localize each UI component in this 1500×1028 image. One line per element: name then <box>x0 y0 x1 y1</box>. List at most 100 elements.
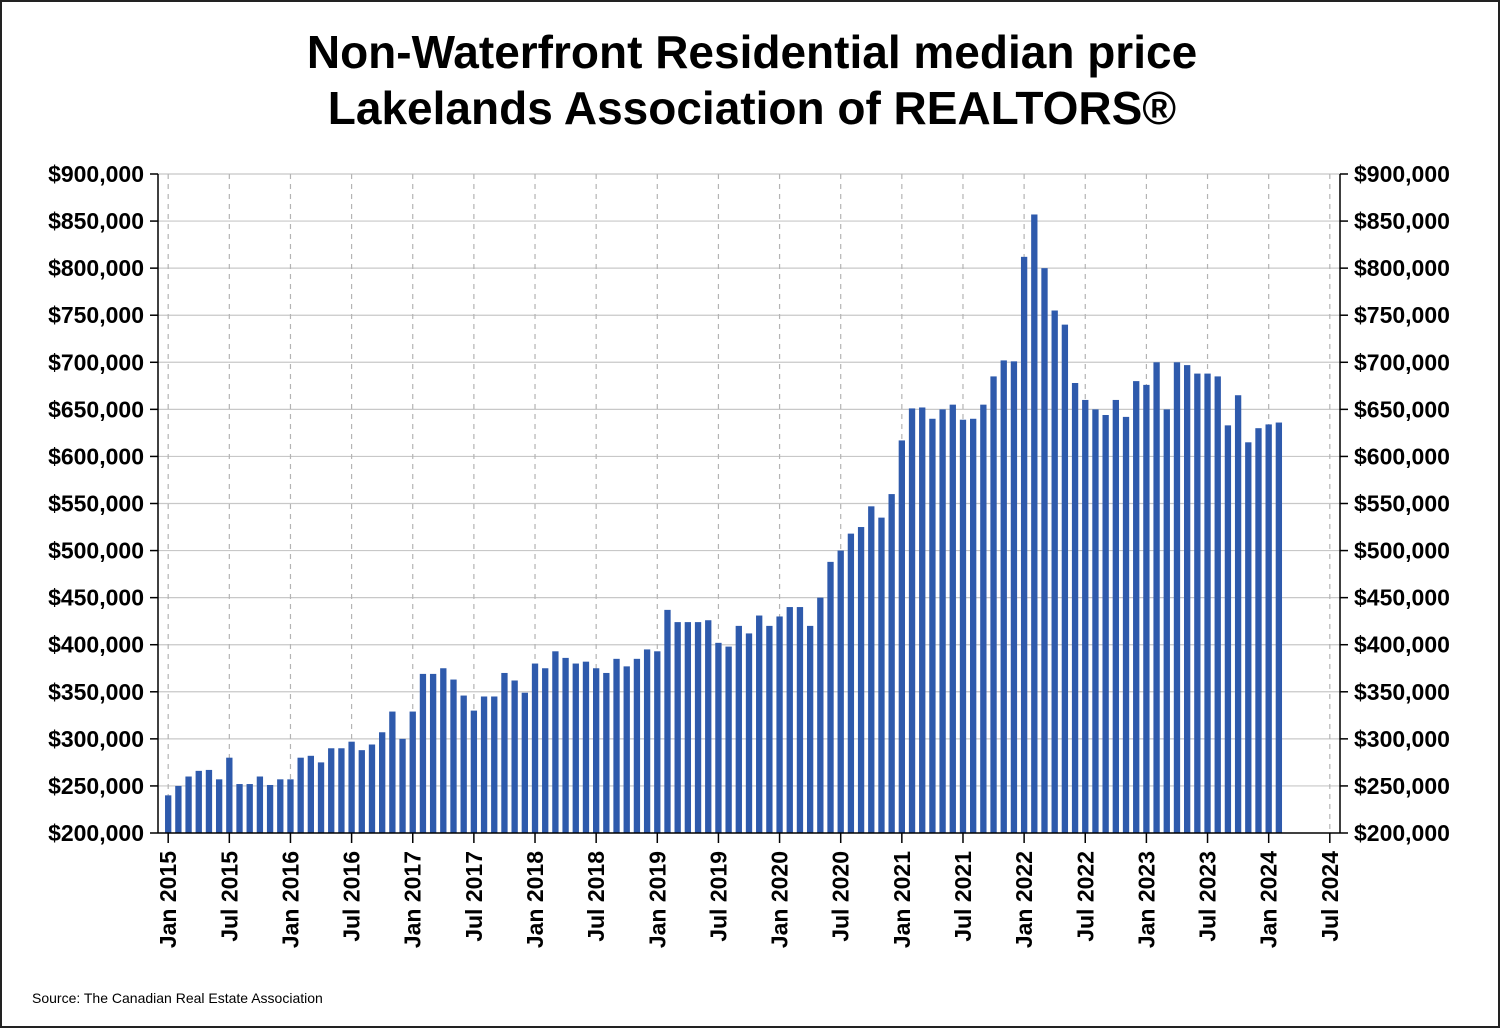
y-tick-label-left: $650,000 <box>48 396 144 422</box>
bar <box>1245 442 1252 833</box>
y-tick-label-left: $600,000 <box>48 443 144 469</box>
bar <box>317 762 325 833</box>
bar <box>908 408 916 833</box>
bar <box>1061 324 1069 833</box>
y-tick-label-right: $800,000 <box>1354 255 1450 281</box>
bar <box>358 750 365 833</box>
bar <box>368 744 376 833</box>
y-tick-label-left: $500,000 <box>48 538 144 564</box>
bar <box>429 673 437 833</box>
y-tick-label-right: $900,000 <box>1354 161 1450 187</box>
bar <box>1194 373 1201 833</box>
x-tick-label: Jan 2017 <box>400 851 426 948</box>
bar <box>990 376 997 833</box>
source-note: Source: The Canadian Real Estate Associa… <box>32 990 323 1006</box>
y-tick-label-left: $800,000 <box>48 255 144 281</box>
x-tick-label: Jul 2021 <box>950 851 976 942</box>
y-tick-label-left: $700,000 <box>48 349 144 375</box>
bar <box>185 776 192 833</box>
chart-title-block: Non-Waterfront Residential median price … <box>2 24 1500 136</box>
bar <box>664 609 671 833</box>
bar <box>328 748 335 833</box>
bar <box>796 607 804 833</box>
bar <box>256 776 264 833</box>
bar <box>847 533 855 833</box>
bar <box>980 404 987 833</box>
bar <box>745 633 753 833</box>
bar <box>389 711 396 833</box>
bar <box>1082 399 1089 833</box>
bar <box>939 409 946 833</box>
x-tick-label: Jan 2016 <box>277 851 303 948</box>
bar <box>379 732 386 833</box>
grid-layer <box>158 173 1340 833</box>
y-tick-label-right: $250,000 <box>1354 773 1450 799</box>
bar <box>827 561 834 833</box>
bar <box>165 795 172 833</box>
bar <box>919 407 926 833</box>
y-tick-label-right: $500,000 <box>1354 538 1450 564</box>
bar <box>643 649 651 833</box>
bar <box>837 550 844 833</box>
bar <box>511 680 518 833</box>
y-tick-label-right: $600,000 <box>1354 443 1450 469</box>
x-tick-label: Jul 2019 <box>705 851 731 942</box>
bar <box>470 710 478 833</box>
y-tick-label-left: $450,000 <box>48 585 144 611</box>
bar <box>603 672 610 833</box>
chart-title: Non-Waterfront Residential median price <box>306 26 1198 78</box>
bar <box>654 651 661 833</box>
bar <box>756 615 763 833</box>
bar <box>684 622 692 833</box>
y-tick-label-left: $850,000 <box>48 208 144 234</box>
bar <box>1092 409 1099 833</box>
bar <box>725 646 732 833</box>
bar <box>1122 416 1130 833</box>
y-tick-label-left: $550,000 <box>48 491 144 517</box>
bar <box>705 620 712 833</box>
x-tick-label: Jul 2018 <box>583 851 609 942</box>
y-tick-label-right: $400,000 <box>1354 632 1450 658</box>
x-tick-label: Jul 2023 <box>1195 851 1221 942</box>
bar <box>1112 399 1119 833</box>
bar <box>1265 424 1272 833</box>
bar <box>277 779 284 833</box>
bar <box>857 527 865 833</box>
bar <box>868 506 875 833</box>
bar <box>552 651 559 833</box>
bar <box>491 696 498 833</box>
bar <box>1224 425 1232 833</box>
bar <box>399 738 406 833</box>
bar <box>878 517 885 833</box>
x-tick-label: Jan 2020 <box>767 851 793 948</box>
bar <box>766 625 773 833</box>
bar <box>205 769 213 833</box>
bar <box>307 755 315 833</box>
bar <box>440 668 447 833</box>
bar <box>460 695 467 833</box>
y-tick-label-right: $550,000 <box>1354 491 1450 517</box>
y-tick-label-left: $300,000 <box>48 726 144 752</box>
y-tick-label-left: $350,000 <box>48 679 144 705</box>
bar <box>817 597 824 833</box>
x-tick-label: Jan 2021 <box>889 851 915 948</box>
x-tick-label: Jan 2022 <box>1011 851 1037 948</box>
bar <box>1153 362 1160 833</box>
bar <box>1041 268 1048 834</box>
y-tick-label-right: $700,000 <box>1354 349 1450 375</box>
y-tick-label-right: $750,000 <box>1354 302 1450 328</box>
bar <box>929 418 936 833</box>
bar <box>1255 428 1262 833</box>
y-tick-label-right: $350,000 <box>1354 679 1450 705</box>
x-tick-label: Jul 2015 <box>216 851 242 942</box>
bar <box>246 784 253 833</box>
y-tick-label-left: $250,000 <box>48 773 144 799</box>
bar <box>409 711 416 833</box>
bar <box>613 658 620 833</box>
bar <box>1051 310 1058 833</box>
bar <box>195 770 202 833</box>
bar <box>338 748 345 833</box>
bar <box>287 779 294 833</box>
